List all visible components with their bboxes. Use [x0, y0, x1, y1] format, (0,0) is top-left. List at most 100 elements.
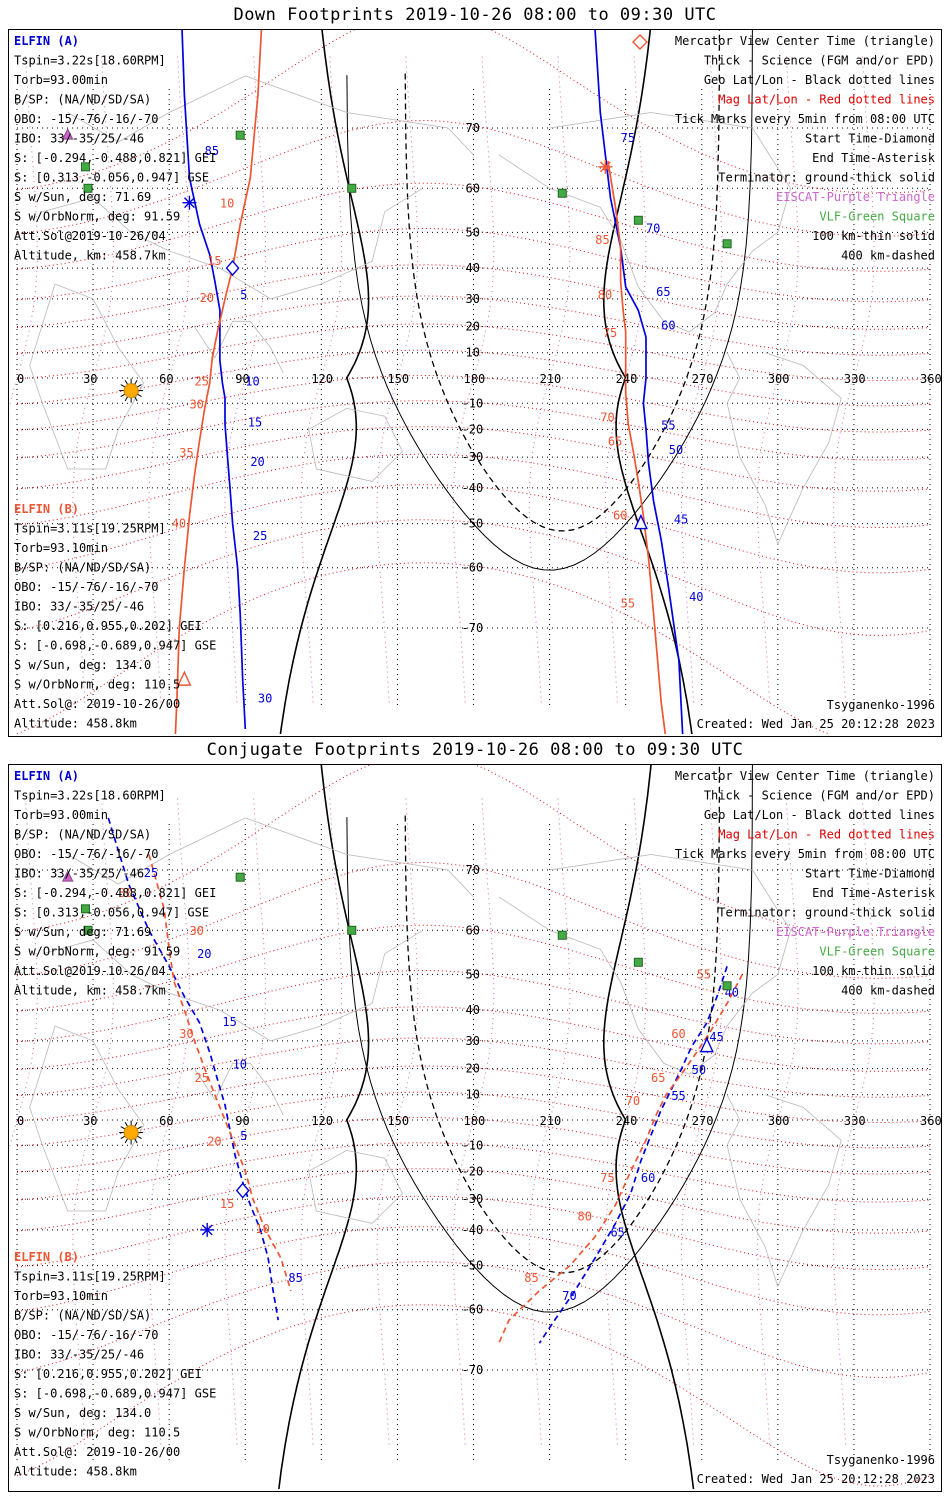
track-tick-label: 20	[200, 291, 214, 305]
mag-parallel	[16, 323, 931, 382]
legend-right-line: End Time-Asterisk	[812, 886, 936, 900]
lon-tick-label: 180	[464, 372, 486, 386]
info-a-line: S: [0.313,-0.056,0.947] GSE	[14, 906, 209, 920]
track-tick-label: 5	[240, 1129, 247, 1143]
track-tick-label: 60	[671, 1027, 685, 1041]
lat-tick-label: 20	[466, 320, 480, 334]
sun-icon	[119, 1120, 144, 1145]
lon-tick-label: 0	[17, 1114, 24, 1128]
mag-parallel	[16, 562, 931, 734]
sun-disk	[123, 1125, 139, 1141]
legend-right-line: Thick - Science (FGM and/or EPD)	[704, 789, 935, 803]
coastline	[67, 817, 474, 898]
info-b-line: IBO: 33/-35/25/-46	[14, 1348, 144, 1362]
sun-disk	[123, 383, 139, 399]
vlf-square	[235, 872, 245, 882]
info-a-line: Att.Sol@2019-10-26/04	[14, 229, 166, 243]
start-diamond-marker	[225, 260, 240, 277]
info-a-line: S w/Sun, deg: 71.69	[14, 925, 151, 939]
legend-diamond-icon	[632, 34, 648, 50]
end-asterisk-marker	[598, 159, 613, 174]
lon-tick-label: 240	[616, 372, 638, 386]
legend-right-line: Mag Lat/Lon - Red dotted lines	[718, 93, 935, 107]
mag-parallel	[16, 1065, 931, 1124]
info-a-line: B/SP: (NA/ND/SD/SA)	[14, 93, 151, 107]
track-tick-label: 50	[692, 1063, 706, 1077]
lat-tick-label: -40	[462, 481, 484, 495]
info-a-line: S: [-0.294,-0.488,0.821] GEI	[14, 151, 216, 165]
terminator-ground-west	[278, 765, 370, 1489]
legend-right-line: Mercator View Center Time (triangle)	[675, 769, 935, 783]
lon-tick-label: 360	[920, 372, 942, 386]
track-tick-label: 70	[562, 1289, 576, 1303]
track-tick-label: 65	[608, 435, 622, 449]
footprint-track-1	[148, 854, 292, 1291]
track-tick-label: 30	[189, 397, 203, 411]
track-tick-label: 25	[253, 529, 267, 543]
coastline	[194, 320, 284, 374]
mag-parallel	[16, 349, 931, 407]
track-tick-label: 15	[207, 254, 221, 268]
info-a-line: ELFIN (A)	[14, 769, 79, 783]
footer-line: Created: Wed Jan 25 20:12:28 2023	[697, 1472, 935, 1486]
lon-tick-label: 330	[844, 372, 866, 386]
info-a-line: S: [0.313,-0.056,0.947] GSE	[14, 171, 209, 185]
lat-tick-label: 40	[466, 261, 480, 275]
info-a-line: Att.Sol@2019-10-26/04	[14, 964, 166, 978]
track-tick-label: 60	[641, 1171, 655, 1185]
sun-icon	[119, 378, 144, 403]
eiscat-triangle	[61, 870, 74, 882]
legend-right-line: Tick Marks every 5min from 08:00 UTC	[675, 847, 935, 861]
legend-right-line: 400 km-dashed	[841, 984, 935, 998]
info-b-line: S w/Sun, deg: 134.0	[14, 1406, 151, 1420]
lon-tick-label: 150	[387, 1114, 409, 1128]
mag-parallel	[16, 182, 931, 272]
footprint-track-2	[538, 966, 728, 1344]
mag-parallel	[16, 30, 931, 194]
legend-right-line: Thick - Science (FGM and/or EPD)	[704, 54, 935, 68]
info-a-line: S: [-0.294,-0.488,0.821] GEI	[14, 886, 216, 900]
lon-tick-label: 300	[768, 1114, 790, 1128]
lat-tick-label: 10	[466, 1088, 480, 1102]
footprint-track-2	[594, 30, 684, 734]
legend-right-line: Geo Lat/Lon - Black dotted lines	[704, 73, 935, 87]
coastline	[29, 1025, 145, 1212]
mag-parallel	[16, 119, 931, 237]
track-tick-label: 75	[603, 326, 617, 340]
legend-right-line: Terminator: ground-thick solid	[718, 906, 935, 920]
lat-tick-label: -60	[462, 561, 484, 575]
track-tick-label: 25	[195, 1071, 209, 1085]
info-b-line: S: [0.216,0.955,0.202] GEI	[14, 619, 202, 633]
track-tick-label: 25	[195, 375, 209, 389]
chart-title-down: Down Footprints 2019-10-26 08:00 to 09:3…	[233, 5, 717, 25]
lat-tick-label: -50	[462, 517, 484, 531]
track-tick-label: 15	[220, 1197, 234, 1211]
track-tick-label: 25	[144, 866, 158, 880]
info-b-line: S w/OrbNorm, deg: 110.5	[14, 1426, 180, 1440]
terminator-ground-west	[279, 30, 370, 734]
lat-tick-label: 30	[466, 292, 480, 306]
footer-line: Tsyganenko-1996	[827, 698, 935, 712]
track-tick-label: 80	[598, 288, 612, 302]
lon-tick-label: 210	[540, 1114, 562, 1128]
info-b-line: S w/Sun, deg: 134.0	[14, 658, 151, 672]
track-tick-label: 65	[656, 285, 670, 299]
lat-tick-label: -30	[462, 450, 484, 464]
mag-parallel	[16, 924, 931, 1014]
track-tick-label: 85	[595, 233, 609, 247]
legend-right-line: Start Time-Diamond	[805, 867, 935, 881]
vlf-square	[633, 215, 643, 225]
track-tick-label: 35	[179, 446, 193, 460]
lat-tick-label: -70	[462, 621, 484, 635]
track-tick-label: 50	[669, 443, 683, 457]
lat-tick-label: 50	[466, 225, 480, 239]
legend-right-line: Geo Lat/Lon - Black dotted lines	[704, 808, 935, 822]
info-b-line: Altitude: 458.8km	[14, 717, 137, 731]
info-b-line: Tspin=3.11s[19.25RPM]	[14, 1270, 166, 1284]
lon-tick-label: 60	[159, 1114, 173, 1128]
info-b-line: B/SP: (NA/ND/SD/SA)	[14, 1309, 151, 1323]
lat-tick-label: -10	[462, 396, 484, 410]
mag-parallel	[16, 1091, 931, 1149]
info-a-line: Tspin=3.22s[18.60RPM]	[14, 54, 166, 68]
legend-right-line: 100 km-thin solid	[812, 229, 935, 243]
